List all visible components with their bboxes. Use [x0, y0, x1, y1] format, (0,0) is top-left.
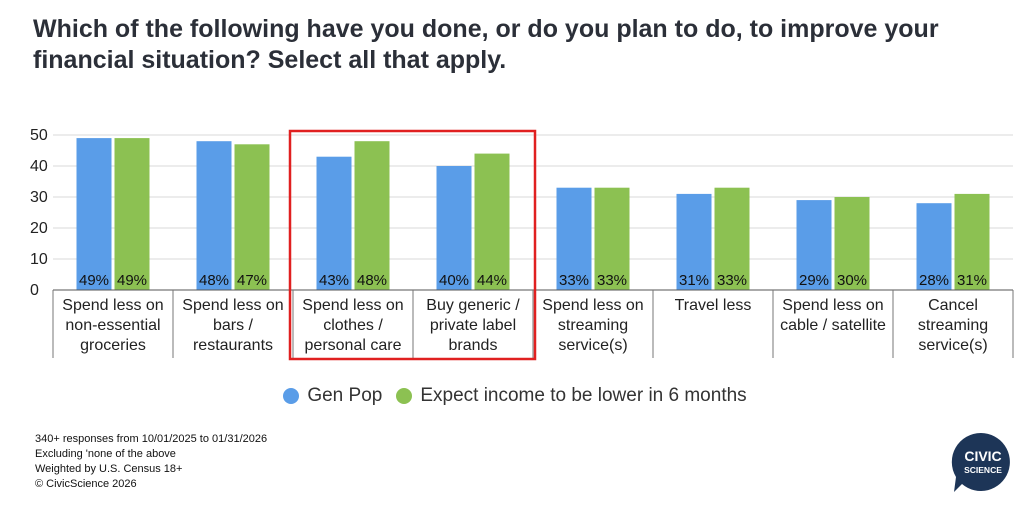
bars — [76, 138, 990, 290]
y-tick-label: 50 — [30, 127, 48, 144]
legend: Gen Pop Expect income to be lower in 6 mo… — [0, 385, 1030, 407]
x-category-label: groceries — [80, 337, 146, 354]
y-tick-label: 40 — [30, 158, 48, 175]
bar-income-lower — [594, 187, 630, 290]
x-category-label: Travel less — [675, 297, 752, 314]
legend-item: Gen Pop — [283, 385, 382, 407]
bar-gen-pop — [916, 203, 952, 290]
civicscience-logo: CIVIC SCIENCE — [951, 432, 1010, 492]
logo-text-science: SCIENCE — [964, 465, 1002, 475]
legend-item: Expect income to be lower in 6 months — [396, 385, 747, 407]
data-label: 33% — [717, 272, 747, 289]
logo-text-civic: CIVIC — [964, 448, 1001, 464]
x-category-label: streaming — [558, 317, 628, 334]
bar-gen-pop — [676, 193, 712, 290]
data-label: 33% — [597, 272, 627, 289]
x-category-label: Cancel — [928, 297, 978, 314]
data-label: 31% — [957, 272, 987, 289]
x-category-label: service(s) — [918, 337, 987, 354]
bar-gen-pop — [556, 187, 592, 290]
x-category-label: Spend less on — [542, 297, 643, 314]
bar-chart: 49% 49% 48% 47% 43% 48% 40% 44% 33% 33% 31% 33% 29% 3… — [30, 127, 1014, 361]
x-category-label: clothes / — [323, 317, 383, 334]
x-category-label: Buy generic / — [426, 297, 520, 314]
data-label: 43% — [319, 272, 349, 289]
x-category-label: bars / — [213, 317, 254, 334]
bar-income-lower — [714, 187, 750, 290]
footnote-line: © CivicScience 2026 — [35, 478, 137, 490]
data-label: 31% — [679, 272, 709, 289]
x-category-label: private label — [430, 317, 516, 334]
data-label: 49% — [79, 272, 109, 289]
data-label: 28% — [919, 272, 949, 289]
data-label: 40% — [439, 272, 469, 289]
bar-income-lower — [954, 193, 990, 290]
legend-swatch — [396, 388, 413, 404]
footnote-line: Weighted by U.S. Census 18+ — [35, 463, 183, 475]
data-labels: 49% 49% 48% 47% 43% 48% 40% 44% 33% 33% 31% 33% 29% 3… — [79, 272, 987, 289]
y-tick-label: 10 — [30, 251, 48, 268]
data-label: 29% — [799, 272, 829, 289]
bar-gen-pop — [436, 166, 472, 290]
data-label: 49% — [117, 272, 147, 289]
x-category-label: cable / satellite — [780, 317, 886, 334]
data-label: 33% — [559, 272, 589, 289]
x-category-label: Spend less on — [302, 297, 403, 314]
logo-bubble — [951, 432, 1010, 492]
x-category-label: Spend less on — [182, 297, 283, 314]
bar-income-lower — [354, 141, 390, 290]
highlight-rectangle — [288, 129, 537, 361]
bar-income-lower — [114, 138, 150, 290]
axes: 0 10 20 30 40 50 Spend less on non-essential gro… — [30, 127, 1014, 358]
bar-gen-pop — [316, 156, 352, 290]
bar-gen-pop — [796, 200, 832, 290]
data-label: 44% — [477, 272, 507, 289]
footnote-line: 340+ responses from 10/01/2025 to 01/31/… — [35, 433, 268, 445]
legend-label: Expect income to be lower in 6 months — [420, 385, 747, 406]
y-tick-label: 0 — [30, 282, 39, 299]
legend-label: Gen Pop — [307, 385, 383, 406]
data-label: 48% — [199, 272, 229, 289]
data-label: 47% — [237, 272, 267, 289]
bar-gen-pop — [196, 141, 232, 290]
bar-income-lower — [474, 153, 510, 290]
x-category-label: Spend less on — [62, 297, 163, 314]
x-category-label: restaurants — [193, 337, 273, 354]
x-category-label: brands — [449, 337, 498, 354]
bar-gen-pop — [76, 138, 112, 290]
data-label: 48% — [357, 272, 387, 289]
x-category-label: personal care — [305, 337, 402, 354]
chart-title: Which of the following have you done, or… — [33, 15, 939, 74]
x-category-label: Spend less on — [782, 297, 883, 314]
x-category-label: streaming — [918, 317, 988, 334]
legend-swatch — [283, 388, 300, 404]
data-label: 30% — [837, 272, 867, 289]
bar-income-lower — [834, 197, 870, 290]
highlight-box — [288, 129, 537, 361]
y-tick-label: 30 — [30, 189, 48, 206]
footnotes: 340+ responses from 10/01/2025 to 01/31/… — [35, 432, 267, 492]
y-tick-label: 20 — [30, 220, 48, 237]
footnote-line: Excluding 'none of the above — [35, 448, 176, 460]
x-category-label: non-essential — [65, 317, 160, 334]
x-category-label: service(s) — [558, 337, 627, 354]
bar-income-lower — [234, 144, 270, 290]
